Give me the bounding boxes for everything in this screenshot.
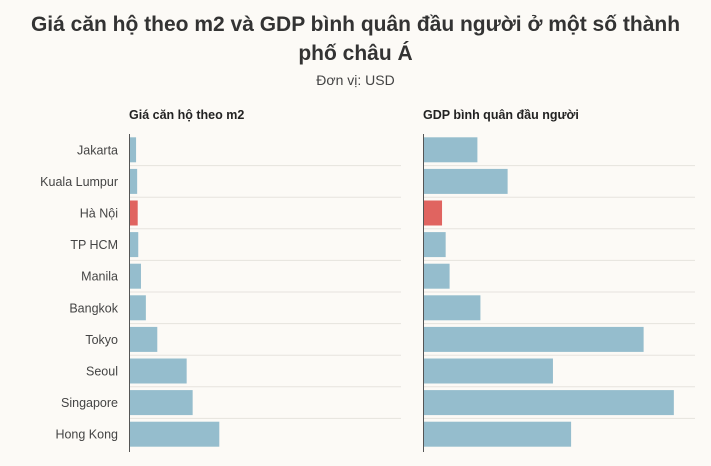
bar-price xyxy=(129,232,139,258)
chart-title: Giá căn hộ theo m2 và GDP bình quân đầu … xyxy=(30,13,681,65)
bar-price xyxy=(129,326,158,352)
category-label: Hà Nội xyxy=(80,207,118,221)
bar-gdp xyxy=(423,295,481,321)
category-label: Kuala Lumpur xyxy=(40,175,118,189)
category-label: TP HCM xyxy=(70,238,118,252)
bar-gdp xyxy=(423,390,674,416)
bar-gdp xyxy=(423,326,644,352)
panel-title-price: Giá căn hộ theo m2 xyxy=(129,108,245,122)
chart-subtitle: Đơn vị: USD xyxy=(316,72,395,88)
bar-gdp xyxy=(423,263,450,289)
category-label: Tokyo xyxy=(85,333,118,347)
bar-gdp xyxy=(423,232,446,258)
category-label: Hong Kong xyxy=(55,428,118,442)
bar-price xyxy=(129,421,220,447)
bar-price xyxy=(129,358,187,384)
bar-price xyxy=(129,295,146,321)
bar-price xyxy=(129,168,138,194)
bar-gdp xyxy=(423,168,508,194)
bar-gdp xyxy=(423,137,478,163)
bar-gdp xyxy=(423,200,443,226)
category-label: Singapore xyxy=(61,396,118,410)
bar-price xyxy=(129,200,138,226)
bar-price xyxy=(129,137,137,163)
panel-title-gdp: GDP bình quân đầu người xyxy=(423,108,579,122)
category-label: Jakarta xyxy=(77,143,118,157)
bar-gdp xyxy=(423,421,572,447)
bar-price xyxy=(129,390,193,416)
category-label: Bangkok xyxy=(69,301,118,315)
category-label: Manila xyxy=(81,270,118,284)
bar-gdp xyxy=(423,358,553,384)
bar-price xyxy=(129,263,141,289)
category-label: Seoul xyxy=(86,365,118,379)
